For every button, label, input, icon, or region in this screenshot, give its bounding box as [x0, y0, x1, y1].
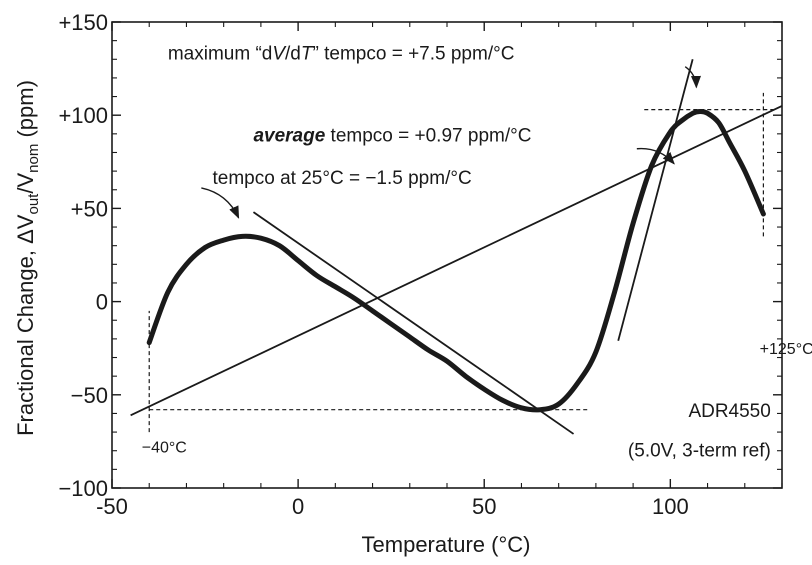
annotation-label-lo: −40°C: [142, 440, 187, 457]
plot-frame: [111, 21, 783, 489]
annotation-label-max: maximum “dV/dT” tempco = +7.5 ppm/°C: [168, 43, 515, 64]
x-axis-title: Temperature (°C): [362, 532, 531, 557]
y-tick-label: −100: [58, 476, 108, 501]
x-tick-label: 50: [472, 494, 496, 519]
y-tick-label: +50: [71, 196, 108, 221]
data-series: [146, 109, 766, 413]
axes: -50 0 50 100 −100 −50 0 +50 +100 +150: [58, 10, 783, 519]
annotation-arrow: [201, 187, 240, 219]
tangent-line: [252, 211, 575, 435]
data-series-line: [146, 109, 766, 413]
annotation-label-ref: (5.0V, 3-term ref): [628, 440, 771, 461]
x-tick-label: -50: [96, 494, 128, 519]
annotation-label-avg: average tempco = +0.97 ppm/°C: [253, 125, 531, 146]
x-tick-label: 0: [292, 494, 304, 519]
annotation-label-at25: tempco at 25°C = −1.5 ppm/°C: [213, 168, 472, 189]
annotation-arrow: [684, 66, 702, 89]
x-tick-label: 100: [652, 494, 689, 519]
annotation-arrow: [636, 147, 675, 165]
annotation-arrows: [201, 66, 702, 219]
y-axis-title: Fractional Change, ΔVout/Vnom (ppm): [13, 80, 42, 436]
tangent-line: [617, 59, 694, 341]
annotation-labels: maximum “dV/dT” tempco = +7.5 ppm/°C aver…: [142, 43, 812, 461]
annotation-label-part: ADR4550: [688, 401, 770, 422]
annotation-label-hi: +125°C: [760, 341, 812, 358]
y-tick-label: +150: [58, 10, 108, 35]
y-tick-label: −50: [71, 383, 108, 408]
tangent-lines: [130, 59, 783, 435]
y-tick-label: 0: [96, 290, 108, 315]
y-tick-label: +100: [58, 103, 108, 128]
